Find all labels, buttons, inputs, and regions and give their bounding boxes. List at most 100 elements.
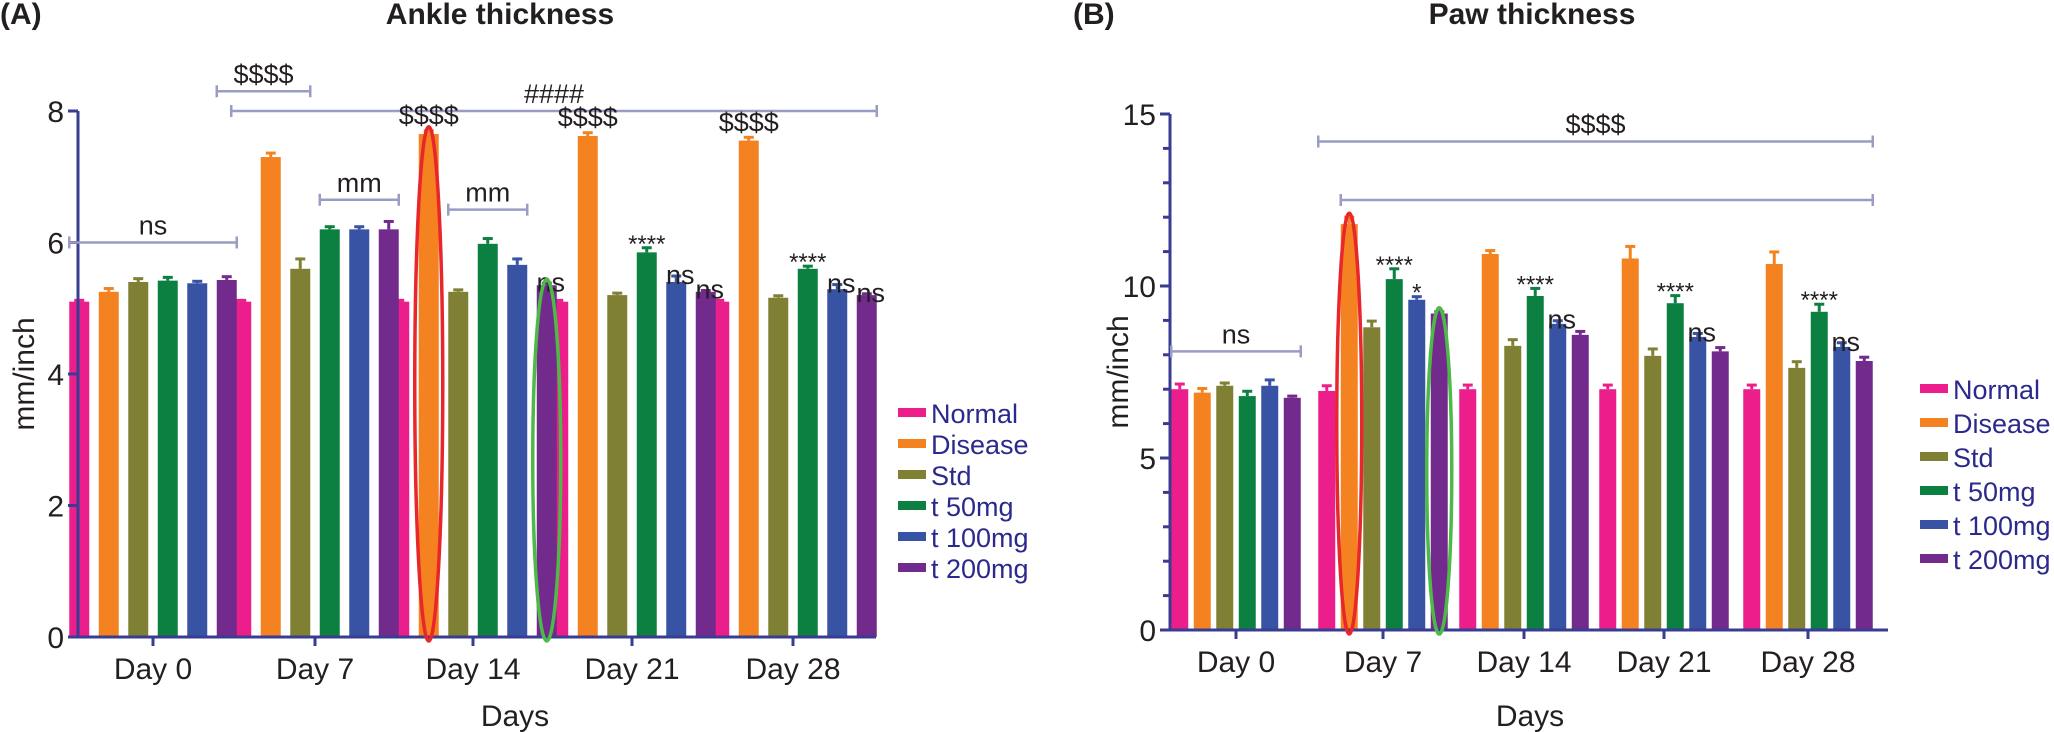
y-tick-label: 4: [47, 359, 64, 392]
x-tick-label: Day 0: [1197, 646, 1275, 679]
legend-swatch: [1920, 418, 1948, 427]
legend-label: t 100mg: [1953, 511, 2051, 541]
significance-label: ****: [1657, 279, 1694, 306]
bar: [1833, 346, 1851, 630]
y-tick-label: 6: [47, 228, 64, 261]
panel-a-xlabel: Days: [481, 700, 549, 732]
significance-label: *: [1412, 280, 1421, 307]
x-tick-label: Day 21: [1616, 646, 1711, 679]
significance-label: ns: [1222, 319, 1251, 349]
y-tick-label: 8: [47, 96, 64, 129]
panel-b-title: Paw thickness: [1429, 0, 1636, 31]
significance-label: ns: [139, 211, 168, 241]
bar: [695, 291, 716, 637]
significance-label: mm: [465, 178, 510, 208]
bar: [1810, 311, 1828, 630]
bar: [636, 252, 657, 638]
bar: [666, 281, 687, 637]
significance-label: ****: [628, 231, 665, 258]
panel-b-ylabel: mm/inch: [1102, 315, 1135, 428]
legend-label: t 200mg: [1953, 545, 2051, 575]
x-tick-label: Day 28: [745, 653, 840, 686]
panel-a-title: Ankle thickness: [386, 0, 614, 31]
bar: [1855, 360, 1873, 630]
bar: [1459, 389, 1477, 630]
legend-label: Disease: [1953, 409, 2051, 439]
bar: [290, 268, 311, 637]
significance-label: ns: [827, 269, 856, 299]
panel-b: (B) Paw thickness Days mm/inch 0 5 10 15 Day…: [1073, 0, 2051, 732]
bar: [536, 285, 557, 637]
legend-swatch: [1920, 554, 1948, 563]
bar: [1621, 258, 1639, 630]
bar: [827, 289, 848, 637]
bar: [607, 295, 628, 637]
bar: [477, 243, 498, 637]
bar: [507, 264, 528, 637]
significance-label: ns: [1831, 327, 1860, 357]
x-tick-label: Day 7: [1344, 646, 1422, 679]
bar: [1504, 345, 1522, 630]
bar: [797, 268, 818, 637]
bar: [1666, 303, 1684, 630]
bar: [1340, 224, 1358, 630]
bar: [1599, 389, 1617, 630]
bar: [856, 295, 877, 637]
panel-b-plot: 0 5 10 15 Day 0 Day 7 Day 14 Day 21 Day 28 ns $$$$…: [1123, 99, 1888, 679]
significance-label: ns: [856, 278, 885, 308]
bar: [1481, 254, 1499, 630]
panel-a-ylabel: mm/inch: [8, 317, 41, 430]
y-tick-label: 0: [47, 622, 64, 655]
bar: [1644, 355, 1662, 630]
highlight-ellipse: [1425, 306, 1454, 636]
significance-label: ns: [1687, 317, 1716, 347]
highlight-ellipse: [531, 277, 563, 643]
significance-label: mm: [337, 168, 382, 198]
legend-swatch: [1920, 384, 1948, 393]
bar: [1430, 313, 1448, 630]
legend-label: Normal: [1953, 375, 2040, 405]
bar: [418, 134, 439, 637]
panel-b-xlabel: Days: [1496, 700, 1564, 732]
legend-swatch: [898, 408, 926, 417]
bar: [157, 280, 178, 637]
bar: [1711, 351, 1729, 630]
bar: [768, 297, 789, 637]
bar: [98, 291, 119, 637]
legend-label: t 100mg: [931, 523, 1029, 553]
legend-swatch: [898, 532, 926, 541]
y-tick-label: 10: [1123, 271, 1156, 304]
y-tick-label: 5: [1139, 443, 1156, 476]
legend-label: Disease: [931, 430, 1029, 460]
bar: [448, 291, 469, 637]
legend-swatch: [898, 563, 926, 572]
bar: [738, 140, 759, 637]
x-tick-label: Day 14: [425, 653, 520, 686]
highlight-ellipse: [413, 124, 445, 643]
x-tick-label: Day 0: [114, 653, 192, 686]
bar: [1408, 299, 1426, 630]
legend-swatch: [1920, 486, 1948, 495]
bar: [1743, 389, 1761, 630]
significance-label: ****: [789, 249, 826, 276]
panel-b-label: (B): [1073, 0, 1115, 31]
legend-label: t 200mg: [931, 554, 1029, 584]
panel-a: (A) Ankle thickness Days mm/inch 0 2 4 6 8 Da…: [0, 0, 1029, 732]
bar: [378, 229, 399, 637]
legend-swatch: [1920, 452, 1948, 461]
significance-label: ns: [695, 274, 724, 304]
legend-label: t 50mg: [1953, 477, 2036, 507]
bar: [1238, 396, 1256, 630]
bar: [187, 283, 208, 637]
significance-label: $$$$: [719, 107, 779, 137]
bar: [1363, 327, 1381, 630]
x-tick-label: Day 28: [1760, 646, 1855, 679]
bar: [1526, 295, 1544, 630]
highlight-ellipse: [1335, 211, 1364, 636]
significance-label: ####: [524, 79, 584, 109]
legend-label: t 50mg: [931, 492, 1014, 522]
significance-label: ****: [1376, 252, 1413, 279]
